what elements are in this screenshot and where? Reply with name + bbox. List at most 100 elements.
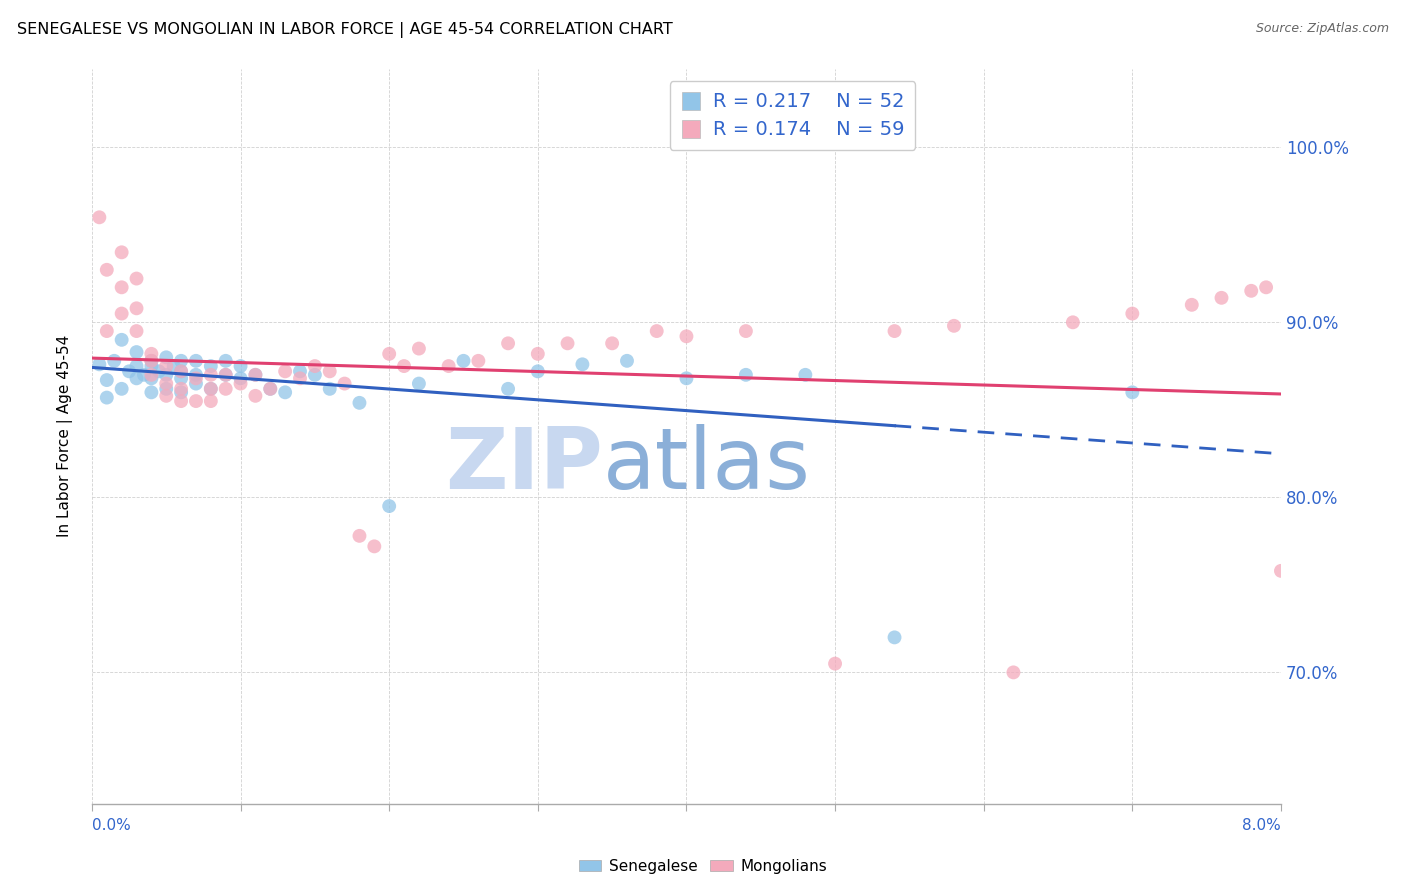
Point <box>96 262 118 277</box>
Point <box>170 364 193 378</box>
Point <box>496 382 519 396</box>
Point <box>408 376 430 391</box>
Point <box>304 368 326 382</box>
Point <box>215 368 238 382</box>
Point <box>1270 564 1292 578</box>
Point <box>229 371 252 385</box>
Point <box>349 529 371 543</box>
Point <box>132 368 155 382</box>
Point <box>1254 280 1277 294</box>
Point <box>148 364 170 378</box>
Point <box>943 318 966 333</box>
Point <box>557 336 579 351</box>
Point <box>200 359 222 373</box>
Point <box>215 368 238 382</box>
Point <box>274 364 297 378</box>
Text: Source: ZipAtlas.com: Source: ZipAtlas.com <box>1256 22 1389 36</box>
Point <box>408 342 430 356</box>
Point <box>141 368 163 382</box>
Point <box>1211 291 1233 305</box>
Point <box>155 376 177 391</box>
Point <box>1181 298 1204 312</box>
Point <box>111 280 134 294</box>
Point <box>111 307 134 321</box>
Point <box>163 359 186 373</box>
Point <box>274 385 297 400</box>
Point <box>437 359 460 373</box>
Point <box>215 382 238 396</box>
Point <box>155 382 177 396</box>
Point <box>125 271 148 285</box>
Point <box>89 357 111 371</box>
Point <box>155 389 177 403</box>
Point <box>392 359 415 373</box>
Point <box>184 354 207 368</box>
Point <box>600 336 623 351</box>
Point <box>200 382 222 396</box>
Point <box>111 245 134 260</box>
Point <box>794 368 817 382</box>
Point <box>616 354 638 368</box>
Point <box>824 657 846 671</box>
Point <box>229 376 252 391</box>
Point <box>111 382 134 396</box>
Point <box>200 382 222 396</box>
Point <box>571 357 593 371</box>
Point <box>170 371 193 385</box>
Point <box>125 301 148 316</box>
Point <box>184 394 207 409</box>
Point <box>170 382 193 396</box>
Legend: Senegalese, Mongolians: Senegalese, Mongolians <box>572 853 834 880</box>
Point <box>155 359 177 373</box>
Point <box>1002 665 1025 680</box>
Point <box>141 354 163 368</box>
Point <box>675 329 697 343</box>
Point <box>141 385 163 400</box>
Point <box>141 371 163 385</box>
Point <box>141 354 163 368</box>
Point <box>245 368 267 382</box>
Point <box>200 368 222 382</box>
Point <box>735 368 758 382</box>
Point <box>883 631 905 645</box>
Point <box>1121 307 1143 321</box>
Point <box>363 540 385 554</box>
Point <box>883 324 905 338</box>
Point <box>349 396 371 410</box>
Point <box>1062 315 1084 329</box>
Point <box>304 359 326 373</box>
Point <box>378 499 401 513</box>
Point <box>96 324 118 338</box>
Point <box>467 354 489 368</box>
Text: atlas: atlas <box>603 424 811 507</box>
Point <box>245 389 267 403</box>
Point <box>170 354 193 368</box>
Legend: R = 0.217    N = 52, R = 0.174    N = 59: R = 0.217 N = 52, R = 0.174 N = 59 <box>669 81 915 150</box>
Y-axis label: In Labor Force | Age 45-54: In Labor Force | Age 45-54 <box>58 335 73 537</box>
Text: 8.0%: 8.0% <box>1243 818 1281 833</box>
Point <box>1121 385 1143 400</box>
Point <box>453 354 475 368</box>
Point <box>319 382 342 396</box>
Point <box>645 324 668 338</box>
Point <box>319 364 342 378</box>
Point <box>527 364 550 378</box>
Point <box>200 394 222 409</box>
Point <box>184 368 207 382</box>
Point <box>125 324 148 338</box>
Point <box>215 354 238 368</box>
Point <box>170 385 193 400</box>
Point <box>288 364 311 378</box>
Point <box>288 371 311 385</box>
Point <box>111 333 134 347</box>
Text: SENEGALESE VS MONGOLIAN IN LABOR FORCE | AGE 45-54 CORRELATION CHART: SENEGALESE VS MONGOLIAN IN LABOR FORCE |… <box>17 22 672 38</box>
Text: 0.0%: 0.0% <box>91 818 131 833</box>
Point <box>89 211 111 225</box>
Point <box>141 347 163 361</box>
Point <box>378 347 401 361</box>
Point <box>675 371 697 385</box>
Point <box>103 354 125 368</box>
Point <box>259 382 281 396</box>
Point <box>155 351 177 365</box>
Point <box>125 359 148 373</box>
